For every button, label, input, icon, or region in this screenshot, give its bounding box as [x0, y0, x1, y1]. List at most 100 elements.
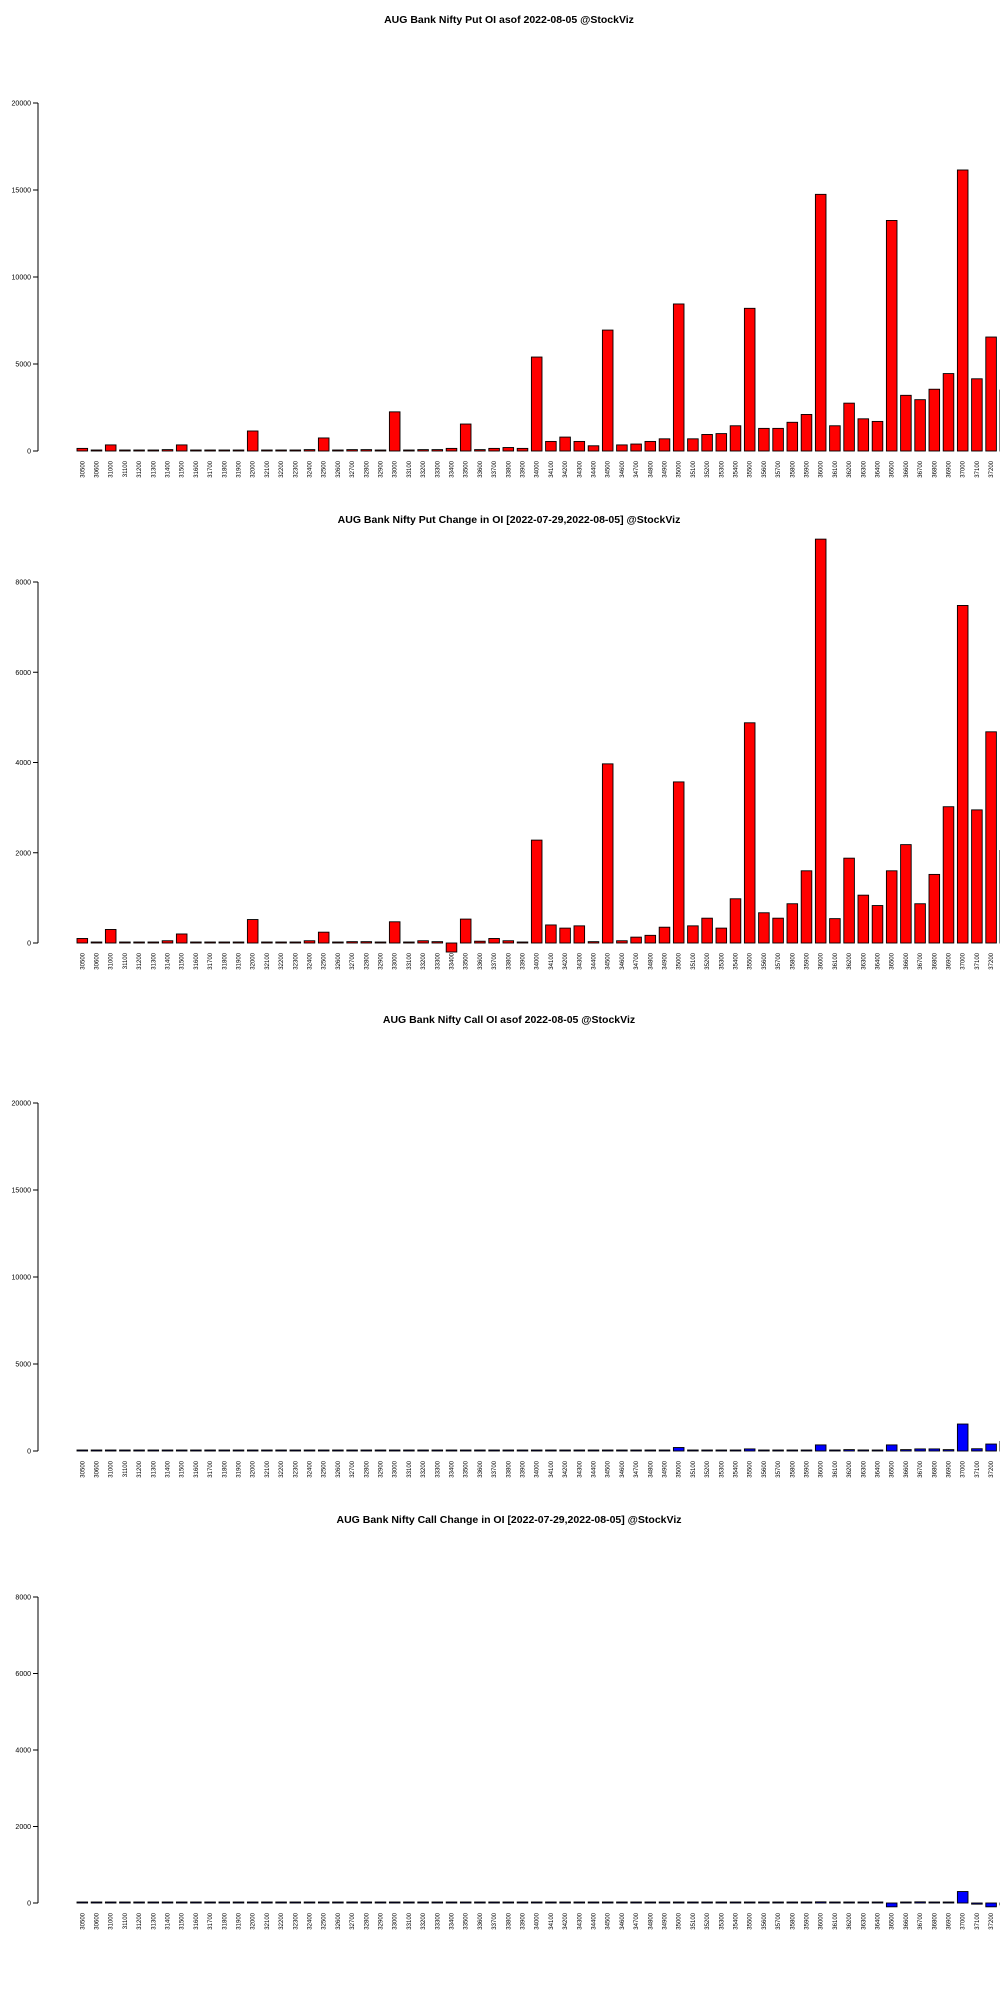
- y-tick-label: 4000: [15, 1748, 31, 1755]
- x-tick-label: 36100: [833, 1912, 839, 1929]
- x-tick-label: 34900: [663, 1912, 669, 1929]
- bar: [133, 941, 145, 944]
- x-tick-label: 35800: [790, 952, 796, 969]
- x-tick-label: 33500: [464, 460, 470, 477]
- bar: [488, 447, 500, 452]
- bar: [800, 1901, 813, 1904]
- bar: [474, 1901, 486, 1904]
- x-tick-label: 35400: [734, 460, 740, 477]
- bar: [346, 1901, 358, 1904]
- x-tick-label: 34100: [549, 1912, 555, 1929]
- bar: [829, 918, 841, 944]
- x-tick-label: 31600: [194, 952, 200, 969]
- bar: [218, 449, 231, 452]
- x-tick-label: 36400: [876, 460, 882, 477]
- bar: [573, 440, 586, 452]
- x-tick-label: 35100: [691, 952, 697, 969]
- x-tick-label: 31200: [137, 460, 143, 477]
- bar: [758, 912, 770, 944]
- x-tick-label: 32800: [364, 952, 370, 969]
- x-tick-label: 37100: [975, 1912, 981, 1929]
- x-tick-label: 35100: [691, 460, 697, 477]
- bar: [743, 722, 756, 944]
- x-tick-label: 36300: [861, 1912, 867, 1929]
- bar: [814, 1444, 827, 1452]
- put-oi-chart: AUG Bank Nifty Put OI asof 2022-08-05 @S…: [0, 0, 1000, 500]
- x-tick-label: 34100: [549, 1460, 555, 1477]
- bar: [289, 941, 302, 944]
- x-tick-label: 34200: [563, 1460, 569, 1477]
- x-tick-label: 31400: [166, 1912, 172, 1929]
- bar: [119, 1449, 131, 1452]
- bar: [431, 449, 444, 452]
- x-tick-label: 35200: [705, 952, 711, 969]
- bar: [971, 1448, 983, 1452]
- bar: [942, 1449, 955, 1452]
- x-tick-label: 33400: [450, 1912, 456, 1929]
- y-tick-label: 15000: [12, 188, 32, 195]
- bar: [758, 427, 770, 452]
- x-tick-label: 34700: [634, 952, 640, 969]
- bar: [687, 1901, 699, 1904]
- bar: [545, 1449, 557, 1452]
- bar: [701, 434, 713, 452]
- x-tick-label: 31800: [222, 1912, 228, 1929]
- x-tick-label: 33600: [478, 952, 484, 969]
- x-tick-label: 37000: [961, 952, 967, 969]
- bar: [658, 1901, 671, 1904]
- bar: [630, 936, 642, 944]
- bar: [644, 1449, 657, 1452]
- bar: [644, 440, 657, 452]
- x-tick-label: 34700: [634, 460, 640, 477]
- bar: [800, 1449, 813, 1452]
- x-tick-label: 35000: [677, 460, 683, 477]
- bar: [616, 444, 628, 452]
- x-tick-label: 31500: [180, 460, 186, 477]
- x-tick-label: 33300: [435, 1912, 441, 1929]
- y-tick-label: 6000: [15, 670, 31, 677]
- x-tick-label: 36300: [861, 460, 867, 477]
- x-tick-label: 34000: [535, 460, 541, 477]
- x-tick-label: 33800: [506, 952, 512, 969]
- bar: [928, 873, 941, 944]
- x-tick-label: 36800: [932, 460, 938, 477]
- put-oi-change-plot: 0 2000 4000 6000 8000 30500 30600 31000 31100 312…: [15, 538, 1000, 970]
- x-tick-label: 33900: [521, 460, 527, 477]
- bar: [275, 1901, 287, 1904]
- x-tick-label: 35800: [790, 1460, 796, 1477]
- x-tick-label: 34400: [592, 1460, 598, 1477]
- bar: [388, 1901, 401, 1904]
- x-tick-label: 34600: [620, 460, 626, 477]
- x-tick-label: 31100: [123, 1912, 129, 1929]
- bar: [289, 1449, 302, 1452]
- call-oi-change-plot: 0 2000 4000 6000 8000 30500 30600 31000 31100 312…: [15, 1595, 1000, 1930]
- bar: [900, 1449, 912, 1452]
- x-tick-label: 32000: [251, 460, 257, 477]
- x-tick-label: 35300: [719, 952, 725, 969]
- x-tick-label: 36000: [819, 460, 825, 477]
- x-tick-label: 35300: [719, 1912, 725, 1929]
- bar: [502, 1901, 515, 1904]
- x-tick-label: 31500: [180, 952, 186, 969]
- bar: [942, 1901, 955, 1904]
- x-tick-label: 31600: [194, 460, 200, 477]
- x-tick-label: 30600: [95, 1460, 101, 1477]
- x-tick-label: 33300: [435, 460, 441, 477]
- x-tick-label: 35200: [705, 1460, 711, 1477]
- x-tick-label: 32700: [350, 952, 356, 969]
- bar: [687, 925, 699, 944]
- x-tick-label: 37200: [989, 460, 995, 477]
- bar: [729, 1901, 742, 1904]
- x-tick-label: 31000: [109, 1460, 115, 1477]
- bar: [459, 423, 472, 452]
- x-tick-label: 32300: [293, 1460, 299, 1477]
- bar: [985, 1902, 997, 1908]
- x-tick-label: 32100: [265, 952, 271, 969]
- y-tick-label: 2000: [15, 850, 31, 857]
- bar: [956, 1423, 969, 1452]
- x-tick-label: 32600: [336, 460, 342, 477]
- x-tick-label: 33700: [492, 1460, 498, 1477]
- bar: [871, 1901, 884, 1904]
- bar: [218, 1901, 231, 1904]
